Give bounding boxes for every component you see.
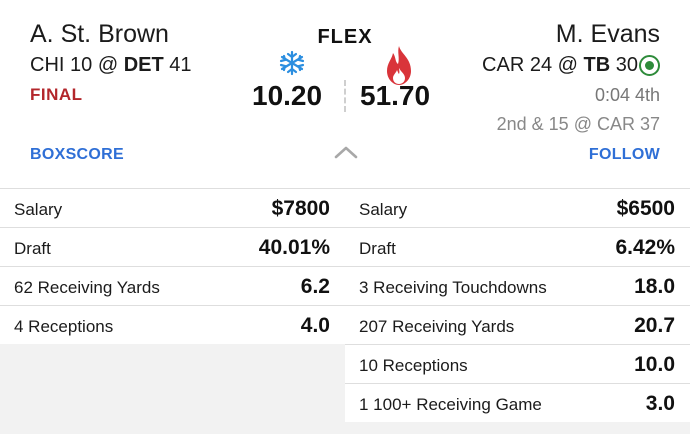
right-player-name[interactable]: M. Evans: [555, 20, 660, 48]
stat-value: 40.01%: [258, 236, 330, 259]
stats-tables: Salary $7800 Draft 40.01% 62 Receiving Y…: [0, 188, 690, 434]
stat-row: 1 100+ Receiving Game 3.0: [345, 383, 690, 422]
follow-link[interactable]: FOLLOW: [588, 146, 660, 163]
right-team1: CAR: [482, 54, 525, 76]
matchup-header: A. St. Brown CHI 10 @ DET 41 FINAL FLEX …: [0, 0, 690, 188]
stat-row: 4 Receptions 4.0: [0, 305, 345, 344]
right-down-distance: 2nd & 15 @ CAR 37: [496, 114, 660, 134]
left-team1: CHI: [30, 54, 65, 76]
stat-label: 10 Receptions: [359, 356, 468, 375]
stat-row: Salary $7800: [0, 188, 345, 227]
right-score2: 30: [615, 54, 638, 76]
stat-label: Draft: [359, 239, 396, 258]
left-player-name[interactable]: A. St. Brown: [30, 20, 169, 48]
left-at: @: [97, 54, 119, 76]
left-fantasy-points: 10.20: [252, 80, 323, 111]
stat-value: 3.0: [645, 392, 675, 415]
stat-label: 3 Receiving Touchdowns: [359, 278, 547, 297]
stat-value: 20.7: [634, 314, 675, 337]
stat-label: 62 Receiving Yards: [14, 278, 160, 297]
stat-value: $7800: [271, 197, 330, 220]
left-team2: DET: [123, 54, 164, 76]
stat-value: 10.0: [634, 353, 675, 376]
right-at: @: [557, 54, 578, 76]
live-status-icon: [639, 55, 660, 76]
stat-row: 62 Receiving Yards 6.2: [0, 266, 345, 305]
left-score2: 41: [169, 54, 192, 76]
stat-label: 4 Receptions: [14, 317, 114, 336]
stat-row: Salary $6500: [345, 188, 690, 227]
stat-value: 18.0: [634, 275, 675, 298]
stat-label: Salary: [359, 200, 408, 219]
stat-row: Draft 40.01%: [0, 227, 345, 266]
left-game-status: FINAL: [30, 85, 83, 104]
stat-value: 6.2: [300, 275, 330, 298]
right-game-clock: 0:04 4th: [594, 85, 660, 105]
left-stats-table: Salary $7800 Draft 40.01% 62 Receiving Y…: [0, 188, 345, 344]
right-fantasy-points: 51.70: [360, 80, 431, 111]
stat-label: 207 Receiving Yards: [359, 317, 515, 336]
stat-label: Draft: [14, 239, 51, 258]
right-stats-table: Salary $6500 Draft 6.42% 3 Receiving Tou…: [345, 188, 690, 422]
flame-icon: [387, 46, 411, 85]
boxscore-link[interactable]: BOXSCORE: [30, 146, 124, 163]
stat-row: 10 Receptions 10.0: [345, 344, 690, 383]
right-game-score: CAR 24 @ TB 30: [482, 54, 638, 77]
position-label: FLEX: [317, 26, 373, 48]
stat-value: $6500: [616, 197, 675, 220]
stat-row: 3 Receiving Touchdowns 18.0: [345, 266, 690, 305]
stat-value: 4.0: [300, 314, 330, 337]
stat-label: 1 100+ Receiving Game: [359, 395, 542, 414]
stat-value: 6.42%: [615, 236, 675, 259]
stat-label: Salary: [14, 200, 63, 219]
right-team2: TB: [583, 54, 611, 76]
snowflake-icon: [279, 50, 305, 76]
stat-row: 207 Receiving Yards 20.7: [345, 305, 690, 344]
stat-row: Draft 6.42%: [345, 227, 690, 266]
left-score1: 10: [70, 54, 93, 76]
chevron-up-icon[interactable]: [333, 143, 359, 161]
left-game-score: CHI 10 @ DET 41: [30, 54, 192, 77]
score-divider: [344, 80, 346, 112]
right-score1: 24: [529, 54, 553, 76]
